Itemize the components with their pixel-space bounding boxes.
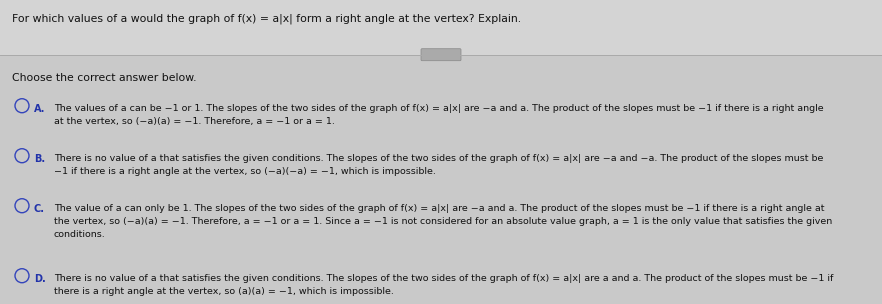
Bar bbox=[0, 0, 882, 55]
Text: B.: B. bbox=[34, 154, 45, 164]
Text: For which values of a would the graph of f(x) = a|x| form a right angle at the v: For which values of a would the graph of… bbox=[12, 14, 521, 25]
Bar bbox=[0, 55, 882, 304]
Text: The values of a can be −1 or 1. The slopes of the two sides of the graph of f(x): The values of a can be −1 or 1. The slop… bbox=[54, 104, 824, 113]
Text: conditions.: conditions. bbox=[54, 230, 106, 239]
Text: A.: A. bbox=[34, 104, 45, 114]
Text: The value of a can only be 1. The slopes of the two sides of the graph of f(x) =: The value of a can only be 1. The slopes… bbox=[54, 204, 825, 213]
Text: Choose the correct answer below.: Choose the correct answer below. bbox=[12, 73, 197, 83]
Text: at the vertex, so (−a)(a) = −1. Therefore, a = −1 or a = 1.: at the vertex, so (−a)(a) = −1. Therefor… bbox=[54, 117, 335, 126]
Text: D.: D. bbox=[34, 274, 46, 284]
Text: There is no value of a that satisfies the given conditions. The slopes of the tw: There is no value of a that satisfies th… bbox=[54, 274, 833, 283]
Text: there is a right angle at the vertex, so (a)(a) = −1, which is impossible.: there is a right angle at the vertex, so… bbox=[54, 287, 394, 296]
Text: C.: C. bbox=[34, 204, 45, 214]
FancyBboxPatch shape bbox=[421, 49, 461, 61]
Text: There is no value of a that satisfies the given conditions. The slopes of the tw: There is no value of a that satisfies th… bbox=[54, 154, 824, 163]
Text: −1 if there is a right angle at the vertex, so (−a)(−a) = −1, which is impossibl: −1 if there is a right angle at the vert… bbox=[54, 167, 436, 176]
Text: the vertex, so (−a)(a) = −1. Therefore, a = −1 or a = 1. Since a = −1 is not con: the vertex, so (−a)(a) = −1. Therefore, … bbox=[54, 217, 833, 226]
